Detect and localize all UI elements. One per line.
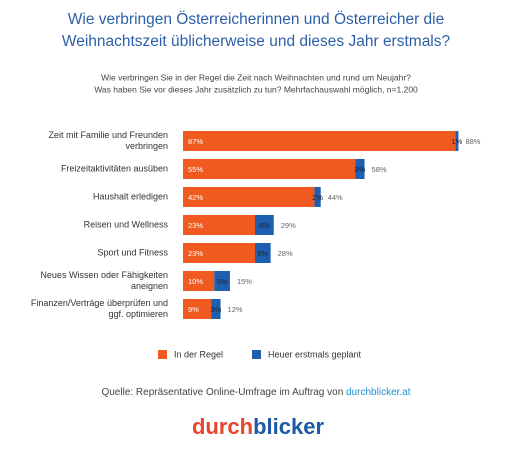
logo: durchblicker — [192, 414, 324, 439]
total-label: 88% — [465, 137, 480, 146]
bar-segment — [183, 271, 215, 291]
total-label: 29% — [281, 221, 296, 230]
subtitle-line: Wie verbringen Sie in der Regel die Zeit… — [101, 72, 411, 82]
value-label: 23% — [188, 221, 203, 230]
value-label: 2% — [312, 193, 323, 202]
value-label: 87% — [188, 137, 203, 146]
legend-label: Heuer erstmals geplant — [268, 349, 362, 359]
title-line: Wie verbringen Österreicherinnen und Öst… — [68, 10, 444, 28]
value-label: 5% — [257, 249, 268, 258]
category-label: Sport und Fitness — [97, 247, 168, 258]
value-label: 1% — [451, 137, 462, 146]
bar-segment — [183, 299, 212, 319]
total-label: 44% — [328, 193, 343, 202]
category-label: Reisen und Wellness — [83, 219, 168, 230]
category-label: Finanzen/Verträge überprüfen und ggf. op… — [30, 298, 168, 319]
bar-segment — [183, 243, 255, 263]
source: Quelle: Repräsentative Online-Umfrage im… — [101, 387, 410, 398]
logo-part: blicker — [253, 414, 324, 439]
total-label: 28% — [278, 249, 293, 258]
bar-segment — [183, 159, 356, 179]
value-label: 5% — [217, 277, 228, 286]
value-label: 55% — [188, 165, 203, 174]
bar-segment — [455, 131, 459, 151]
value-label: 3% — [210, 305, 221, 314]
category-label: Freizeitaktivitäten ausüben — [60, 163, 168, 174]
legend-label: In der Regel — [174, 349, 223, 359]
bar-segment — [183, 215, 255, 235]
bar-segment — [183, 131, 456, 151]
bar-segment — [211, 299, 221, 319]
bar-segment — [314, 187, 321, 207]
bar-segment — [183, 187, 315, 207]
bar-segment — [214, 271, 230, 291]
total-label: 15% — [237, 277, 252, 286]
bar-segment — [355, 159, 365, 179]
logo-part: durch — [192, 414, 253, 439]
value-label: 3% — [354, 165, 365, 174]
source-link[interactable]: durchblicker.at — [346, 387, 411, 398]
source-text: Quelle: Repräsentative Online-Umfrage im… — [101, 387, 343, 398]
total-label: 58% — [372, 165, 387, 174]
value-label: 6% — [259, 221, 270, 230]
value-label: 9% — [188, 305, 199, 314]
subtitle-line: Was haben Sie vor dieses Jahr zusätzlich… — [94, 84, 418, 94]
bar-segment — [254, 215, 274, 235]
total-label: 12% — [228, 305, 243, 314]
legend-swatch — [158, 350, 167, 359]
category-label: Haushalt erledigen — [92, 191, 168, 202]
value-label: 10% — [188, 277, 203, 286]
category-label: Neues Wissen oder Fähigkeiten aneignen — [40, 270, 168, 291]
legend-swatch — [252, 350, 261, 359]
category-label: Zeit mit Familie und Freunden verbringen — [48, 130, 168, 151]
title-line: Weihnachtszeit üblicherweise und dieses … — [62, 33, 451, 50]
value-label: 23% — [188, 249, 203, 258]
bar-segment — [254, 243, 271, 263]
value-label: 42% — [188, 193, 203, 202]
